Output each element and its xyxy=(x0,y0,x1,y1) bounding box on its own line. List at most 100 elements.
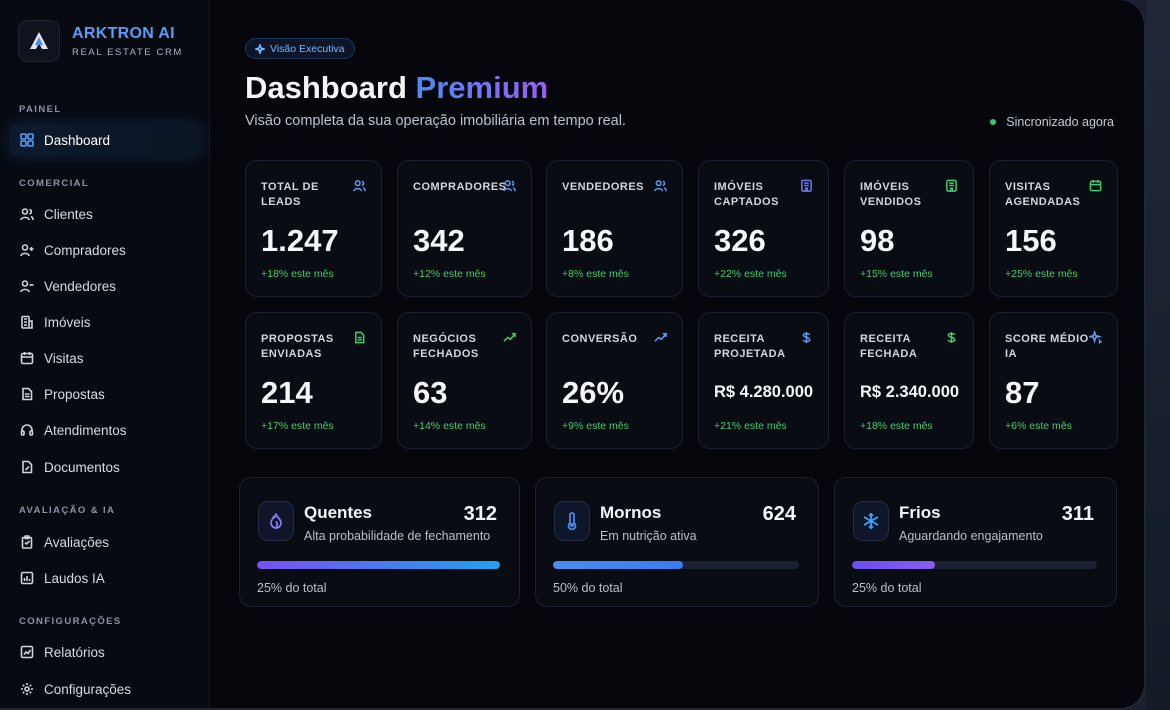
temperature-count: 624 xyxy=(762,503,796,525)
snowflake-icon xyxy=(853,501,889,541)
users-icon xyxy=(20,207,34,221)
section-title-configuracoes: CONFIGURAÇÕES xyxy=(19,616,122,627)
kpi-card[interactable]: IMÓVEIS CAPTADOS 326 +22% este mês xyxy=(698,160,829,297)
kpi-change: +12% este mês xyxy=(413,268,486,280)
sidebar-item-propostas[interactable]: Propostas xyxy=(10,378,200,410)
calendar-icon xyxy=(20,351,34,365)
sidebar-item-label: Avaliações xyxy=(44,534,110,550)
sync-status-label: Sincronizado agora xyxy=(1006,115,1114,129)
kpi-card[interactable]: VISITAS AGENDADAS 156 +25% este mês xyxy=(989,160,1118,297)
trend-up-icon xyxy=(503,331,516,344)
page-title: Dashboard Premium xyxy=(245,70,548,106)
sidebar-item-visitas[interactable]: Visitas xyxy=(10,342,200,374)
kpi-label: COMPRADORES xyxy=(413,181,507,193)
kpi-change: +22% este mês xyxy=(714,268,787,280)
users-icon xyxy=(353,179,366,192)
temperature-percent: 50% do total xyxy=(553,581,623,595)
grid-icon xyxy=(20,133,34,147)
section-title-painel: PAINEL xyxy=(19,104,62,115)
kpi-value: R$ 4.280.000 xyxy=(714,383,814,401)
kpi-change: +18% este mês xyxy=(860,420,933,432)
lead-temperature-card[interactable]: Mornos Em nutrição ativa 624 50% do total xyxy=(535,477,819,607)
kpi-card[interactable]: SCORE MÉDIO IA 87 +6% este mês xyxy=(989,312,1118,449)
users-icon xyxy=(654,179,667,192)
section-title-comercial: COMERCIAL xyxy=(19,178,90,189)
thermometer-icon xyxy=(554,501,590,541)
building-icon xyxy=(20,315,34,329)
building-icon xyxy=(945,179,958,192)
kpi-card[interactable]: NEGÓCIOS FECHADOS 63 +14% este mês xyxy=(397,312,532,449)
sidebar: ARKTRON AI REAL ESTATE CRM PAINEL Dashbo… xyxy=(0,0,210,708)
page-subtitle: Visão completa da sua operação imobiliár… xyxy=(245,113,626,129)
sync-status: Sincronizado agora xyxy=(990,115,1114,129)
progress-track xyxy=(852,561,1097,569)
sidebar-item-dashboard[interactable]: Dashboard xyxy=(10,124,200,156)
sidebar-item-imoveis[interactable]: Imóveis xyxy=(10,306,200,338)
kpi-change: +14% este mês xyxy=(413,420,486,432)
kpi-card[interactable]: TOTAL DE LEADS 1.247 +18% este mês xyxy=(245,160,382,297)
sidebar-item-relatorios[interactable]: Relatórios xyxy=(10,636,200,668)
clipboard-icon xyxy=(20,535,34,549)
kpi-card[interactable]: CONVERSÃO 26% +9% este mês xyxy=(546,312,683,449)
temperature-description: Alta probabilidade de fechamento xyxy=(304,529,491,543)
sidebar-item-label: Imóveis xyxy=(44,314,91,330)
sidebar-item-label: Propostas xyxy=(44,386,105,402)
view-badge-label: Visão Executiva xyxy=(270,42,345,55)
sidebar-item-compradores[interactable]: Compradores xyxy=(10,234,200,266)
sidebar-item-configuracoes[interactable]: Configurações xyxy=(10,673,200,705)
kpi-label: NEGÓCIOS FECHADOS xyxy=(413,333,479,360)
kpi-value: 186 xyxy=(562,223,614,258)
progress-fill xyxy=(553,561,684,569)
kpi-value: 1.247 xyxy=(261,223,339,258)
sidebar-item-label: Documentos xyxy=(44,459,120,475)
kpi-value: 214 xyxy=(261,375,313,410)
kpi-label: PROPOSTAS ENVIADAS xyxy=(261,333,334,360)
temperature-description: Em nutrição ativa xyxy=(600,529,697,543)
sidebar-item-avaliacoes[interactable]: Avaliações xyxy=(10,526,200,558)
sidebar-item-label: Atendimentos xyxy=(44,422,127,438)
sidebar-item-label: Dashboard xyxy=(44,132,111,148)
sidebar-item-label: Compradores xyxy=(44,242,126,258)
section-title-avaliacao: AVALIAÇÃO & IA xyxy=(19,505,116,516)
dollar-icon xyxy=(800,331,813,344)
progress-track xyxy=(553,561,799,569)
progress-fill xyxy=(852,561,936,569)
kpi-card[interactable]: IMÓVEIS VENDIDOS 98 +15% este mês xyxy=(844,160,974,297)
kpi-value: 26% xyxy=(562,375,625,410)
sidebar-item-vendedores[interactable]: Vendedores xyxy=(10,270,200,302)
flame-icon xyxy=(258,501,294,541)
kpi-card[interactable]: RECEITA FECHADA R$ 2.340.000 +18% este mês xyxy=(844,312,974,449)
sidebar-item-atendimentos[interactable]: Atendimentos xyxy=(10,414,200,446)
kpi-value: 87 xyxy=(1005,375,1040,410)
view-badge: Visão Executiva xyxy=(245,38,355,59)
status-dot xyxy=(990,119,997,125)
kpi-label: TOTAL DE LEADS xyxy=(261,181,319,208)
lead-temperature-card[interactable]: Quentes Alta probabilidade de fechamento 3… xyxy=(239,477,520,607)
gear-icon xyxy=(20,682,34,696)
user-minus-icon xyxy=(20,279,34,293)
kpi-card[interactable]: RECEITA PROJETADA R$ 4.280.000 +21% este m… xyxy=(698,312,829,449)
calendar-icon xyxy=(1089,179,1102,192)
kpi-value: 326 xyxy=(714,223,766,258)
sidebar-item-documentos[interactable]: Documentos xyxy=(10,451,200,483)
lead-temperature-card[interactable]: Frios Aguardando engajamento 311 25% do tot… xyxy=(834,477,1117,607)
kpi-card[interactable]: COMPRADORES 342 +12% este mês xyxy=(397,160,532,297)
sidebar-item-label: Configurações xyxy=(44,681,132,697)
temperature-count: 312 xyxy=(463,503,497,525)
brand[interactable]: ARKTRON AI REAL ESTATE CRM xyxy=(18,20,183,62)
kpi-change: +6% este mês xyxy=(1005,420,1072,432)
kpi-change: +25% este mês xyxy=(1005,268,1078,280)
sidebar-item-clientes[interactable]: Clientes xyxy=(10,198,200,230)
kpi-label: VENDEDORES xyxy=(562,181,645,193)
kpi-card[interactable]: VENDEDORES 186 +8% este mês xyxy=(546,160,683,297)
kpi-label: RECEITA PROJETADA xyxy=(714,333,786,360)
temperature-name: Mornos xyxy=(600,503,662,522)
kpi-label: SCORE MÉDIO IA xyxy=(1005,333,1089,360)
kpi-change: +21% este mês xyxy=(714,420,787,432)
sidebar-item-laudos-ia[interactable]: Laudos IA xyxy=(10,562,200,594)
sidebar-item-label: Vendedores xyxy=(44,278,117,294)
kpi-value: 98 xyxy=(860,223,895,258)
users-icon xyxy=(503,179,516,192)
app-window: ARKTRON AI REAL ESTATE CRM PAINEL Dashbo… xyxy=(0,0,1146,710)
kpi-card[interactable]: PROPOSTAS ENVIADAS 214 +17% este mês xyxy=(245,312,382,449)
